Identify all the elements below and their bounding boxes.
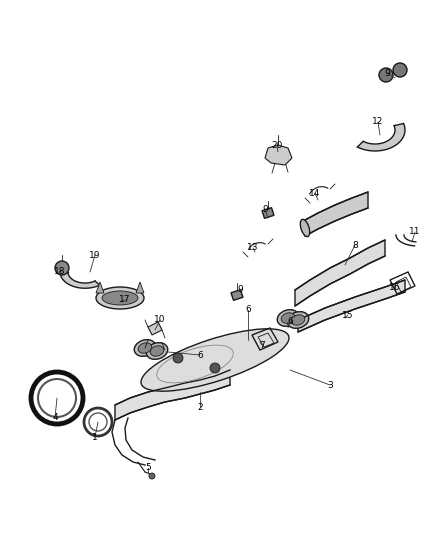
Polygon shape	[148, 322, 162, 335]
Ellipse shape	[277, 310, 299, 326]
Circle shape	[55, 261, 69, 275]
Text: 8: 8	[352, 240, 358, 249]
Circle shape	[149, 473, 155, 479]
Ellipse shape	[300, 220, 310, 237]
Ellipse shape	[134, 340, 156, 357]
Ellipse shape	[291, 315, 305, 325]
Ellipse shape	[102, 291, 138, 305]
Circle shape	[393, 63, 407, 77]
Text: 3: 3	[327, 381, 333, 390]
Text: 20: 20	[271, 141, 283, 149]
Text: 17: 17	[119, 295, 131, 304]
Ellipse shape	[141, 329, 289, 391]
Text: 18: 18	[54, 268, 66, 277]
Text: 6: 6	[287, 318, 293, 327]
Text: 1: 1	[92, 432, 98, 441]
Circle shape	[379, 68, 393, 82]
Ellipse shape	[138, 343, 152, 353]
Polygon shape	[298, 280, 405, 332]
Text: 5: 5	[145, 464, 151, 472]
Polygon shape	[295, 240, 385, 306]
Text: 9: 9	[384, 69, 390, 77]
Text: 6: 6	[245, 305, 251, 314]
Circle shape	[210, 363, 220, 373]
Ellipse shape	[287, 312, 309, 328]
Polygon shape	[115, 370, 230, 420]
Bar	[262, 208, 274, 219]
Text: 7: 7	[259, 341, 265, 350]
Ellipse shape	[96, 287, 144, 309]
Text: 10: 10	[154, 316, 166, 325]
Text: 11: 11	[409, 228, 421, 237]
Text: 4: 4	[52, 414, 58, 423]
Text: 2: 2	[197, 402, 203, 411]
Ellipse shape	[146, 343, 168, 359]
Text: 15: 15	[342, 311, 354, 319]
Ellipse shape	[281, 313, 295, 323]
Text: 12: 12	[372, 117, 384, 126]
Text: 19: 19	[89, 251, 101, 260]
Text: 16: 16	[389, 284, 401, 293]
Polygon shape	[305, 192, 368, 236]
Text: 9: 9	[237, 286, 243, 295]
Text: 14: 14	[309, 189, 321, 198]
Text: 9: 9	[262, 206, 268, 214]
Polygon shape	[136, 282, 144, 293]
Bar	[231, 289, 243, 301]
Polygon shape	[60, 272, 100, 288]
Polygon shape	[357, 124, 405, 151]
Polygon shape	[265, 145, 292, 165]
Ellipse shape	[150, 346, 164, 356]
Text: 13: 13	[247, 244, 259, 253]
Text: 6: 6	[197, 351, 203, 359]
Circle shape	[173, 353, 183, 363]
Polygon shape	[96, 282, 104, 293]
